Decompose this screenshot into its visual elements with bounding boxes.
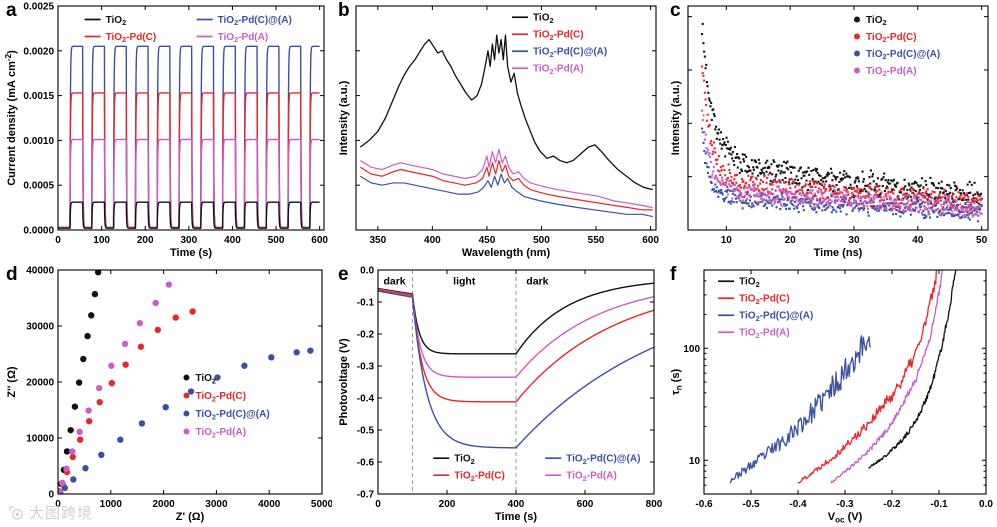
panel-e-tag: e: [338, 264, 349, 285]
chart-d-eis-nyquist-canvas: [0, 264, 332, 527]
chart-a-photocurrent-canvas: [0, 0, 332, 263]
watermark-text: 大图跨境: [29, 505, 94, 522]
panel-e: e: [332, 264, 664, 527]
panel-c-tag: c: [670, 0, 681, 21]
chart-c-trpl-decay-canvas: [664, 0, 996, 263]
watermark-logo-icon: [9, 505, 23, 520]
panel-b: b: [332, 0, 664, 263]
panel-d-tag: d: [6, 264, 18, 285]
watermark: 大图跨境: [8, 502, 93, 523]
panel-f: f: [664, 264, 996, 527]
panel-f-tag: f: [670, 264, 677, 285]
chart-e-photovoltage-canvas: [332, 264, 664, 527]
panel-a: a: [0, 0, 332, 263]
panel-a-tag: a: [6, 0, 17, 21]
panel-c: c: [664, 0, 996, 263]
chart-b-pl-spectra-canvas: [332, 0, 664, 263]
panel-d: d: [0, 264, 332, 527]
panel-b-tag: b: [338, 0, 350, 21]
chart-f-electron-lifetime-canvas: [664, 264, 996, 527]
